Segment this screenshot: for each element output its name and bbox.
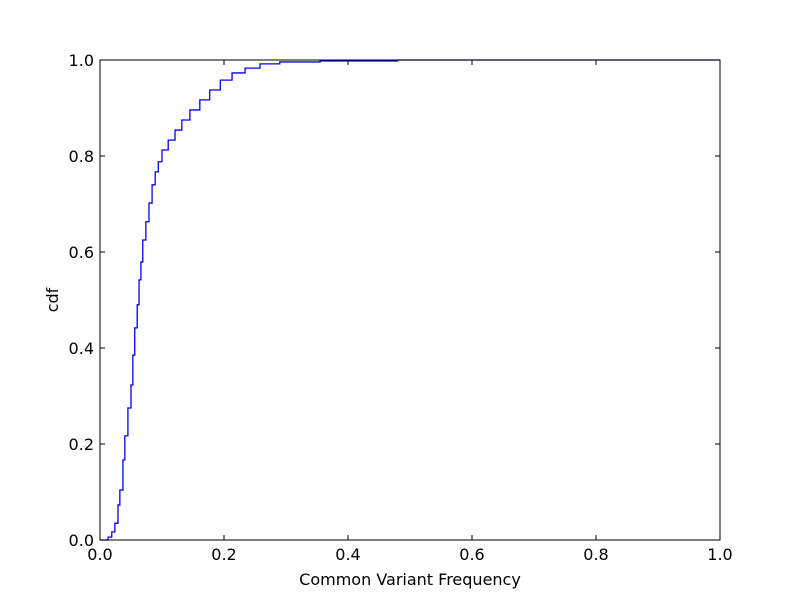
y-axis-label: cdf <box>43 287 62 312</box>
y-tick-label: 0.8 <box>69 147 94 166</box>
cdf-line <box>100 59 720 541</box>
plot-frame <box>99 59 721 541</box>
y-tick-label: 0.4 <box>69 339 94 358</box>
x-tick-label: 0.8 <box>583 545 608 564</box>
y-tick-label: 1.0 <box>69 51 94 70</box>
y-tick-label: 0.0 <box>69 531 94 550</box>
x-tick-label: 0.4 <box>335 545 360 564</box>
x-axis-label: Common Variant Frequency <box>299 570 521 589</box>
x-tick-label: 0.6 <box>459 545 484 564</box>
x-tick-label: 0.0 <box>87 545 112 564</box>
y-tick-label: 0.6 <box>69 243 94 262</box>
x-tick-label: 1.0 <box>707 545 732 564</box>
y-tick-label: 0.2 <box>69 435 94 454</box>
x-tick-label: 0.2 <box>211 545 236 564</box>
